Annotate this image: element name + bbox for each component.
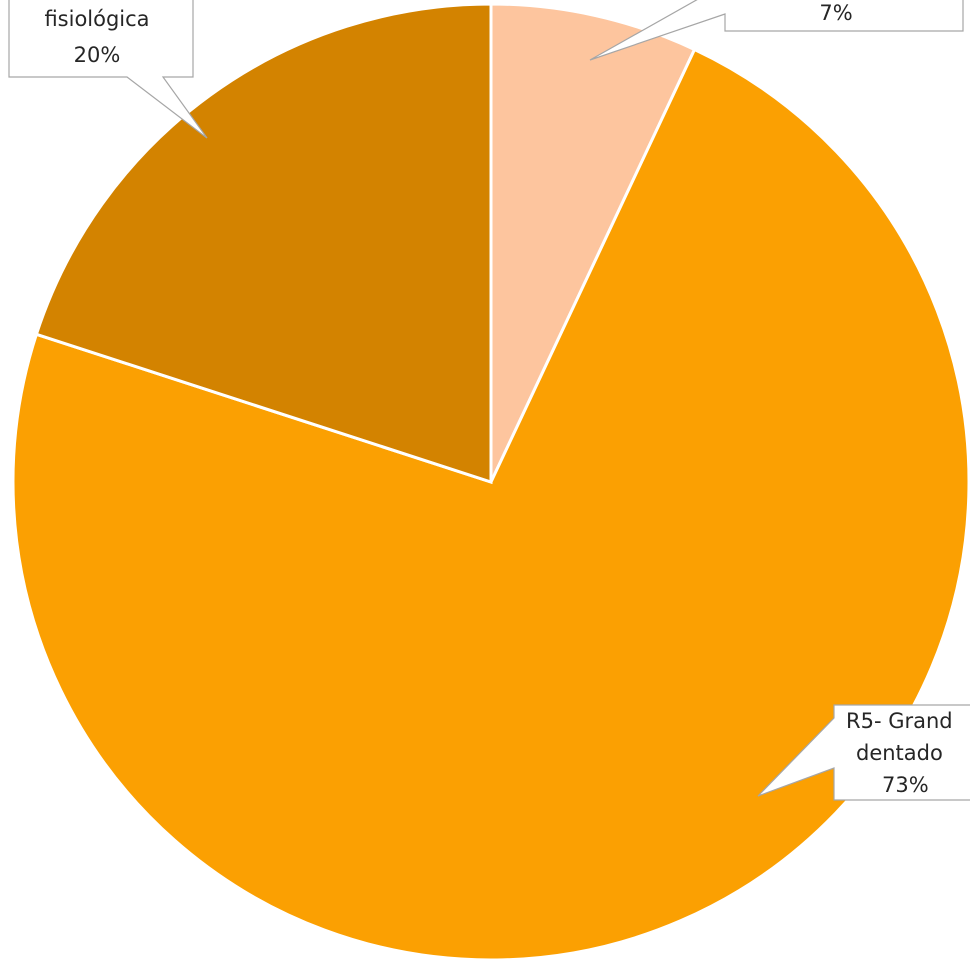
pie-slices — [11, 2, 970, 960]
pie-slice-3 — [34, 2, 493, 485]
slice-label-line: 7% — [819, 1, 852, 25]
slice-label-line: R5- Grand — [846, 709, 953, 733]
slice-label-line: 73% — [882, 773, 929, 797]
callout-box — [8, 0, 208, 139]
callout-box — [757, 704, 970, 801]
callout-slice-2: R5- Grand dentado 73% — [757, 704, 970, 801]
pie-slice-2 — [11, 47, 970, 960]
slice-label-line: fisiológica — [44, 7, 149, 31]
callout-slice-1: 7% — [589, 0, 964, 61]
callout-box — [589, 0, 964, 61]
slice-label-line: dentado — [856, 741, 943, 765]
callout-slice-3: fisiológica 20% — [8, 0, 208, 139]
pie-slice-1 — [489, 2, 697, 483]
slice-label-line: 20% — [74, 43, 121, 67]
